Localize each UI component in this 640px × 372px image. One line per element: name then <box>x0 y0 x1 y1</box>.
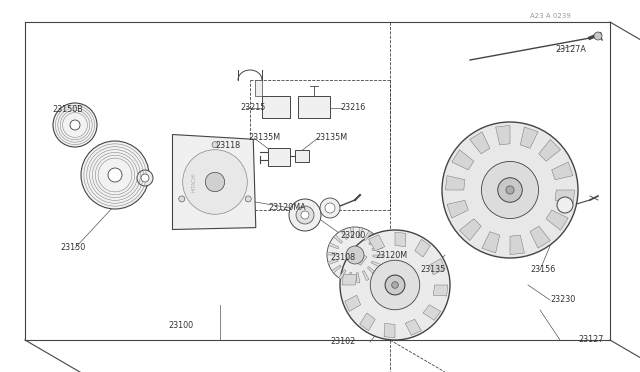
Circle shape <box>392 282 398 288</box>
Polygon shape <box>333 235 342 243</box>
Text: 23216: 23216 <box>340 103 365 112</box>
Polygon shape <box>360 313 375 331</box>
Text: 23135: 23135 <box>420 266 445 275</box>
Polygon shape <box>373 255 383 258</box>
Circle shape <box>481 161 538 219</box>
Circle shape <box>296 206 314 224</box>
Text: 23118: 23118 <box>215 141 240 150</box>
Polygon shape <box>447 200 468 218</box>
Circle shape <box>594 32 602 40</box>
Circle shape <box>325 203 335 213</box>
Polygon shape <box>372 246 382 251</box>
Polygon shape <box>423 305 441 320</box>
Polygon shape <box>520 127 538 148</box>
Circle shape <box>371 260 420 310</box>
Circle shape <box>557 197 573 213</box>
Text: 23120MA: 23120MA <box>268 203 306 212</box>
Polygon shape <box>367 267 376 275</box>
Text: 23108: 23108 <box>330 253 355 263</box>
Text: 23120M: 23120M <box>375 250 407 260</box>
Circle shape <box>327 227 383 283</box>
Text: 23127: 23127 <box>578 336 604 344</box>
Polygon shape <box>415 239 430 257</box>
Polygon shape <box>364 231 371 240</box>
Circle shape <box>108 168 122 182</box>
Circle shape <box>70 120 80 130</box>
Polygon shape <box>173 135 256 230</box>
Polygon shape <box>341 230 348 240</box>
Circle shape <box>340 230 450 340</box>
Text: 23135M: 23135M <box>315 134 347 142</box>
Text: 23230: 23230 <box>550 295 575 305</box>
Polygon shape <box>369 235 385 251</box>
Polygon shape <box>470 132 490 154</box>
Polygon shape <box>350 227 354 237</box>
Bar <box>295 150 309 162</box>
Polygon shape <box>362 270 369 280</box>
Bar <box>298 96 330 118</box>
Polygon shape <box>369 237 378 245</box>
Text: 23150: 23150 <box>60 244 85 253</box>
Polygon shape <box>539 140 561 161</box>
Polygon shape <box>530 226 550 248</box>
Circle shape <box>212 142 218 148</box>
Polygon shape <box>552 162 573 180</box>
Polygon shape <box>452 150 474 170</box>
Polygon shape <box>555 190 575 204</box>
Polygon shape <box>405 319 421 335</box>
Polygon shape <box>349 250 367 265</box>
Polygon shape <box>328 259 338 264</box>
Circle shape <box>245 196 252 202</box>
Circle shape <box>179 196 185 202</box>
Polygon shape <box>329 243 339 249</box>
Circle shape <box>141 174 149 182</box>
Polygon shape <box>345 295 361 311</box>
Circle shape <box>53 103 97 147</box>
Polygon shape <box>395 232 406 247</box>
Text: 23102: 23102 <box>330 337 355 346</box>
Polygon shape <box>371 261 381 267</box>
Circle shape <box>137 170 153 186</box>
Polygon shape <box>433 285 448 296</box>
Circle shape <box>506 186 514 194</box>
Polygon shape <box>356 273 360 283</box>
Circle shape <box>385 275 405 295</box>
Circle shape <box>442 122 578 258</box>
Bar <box>262 96 290 118</box>
Circle shape <box>320 198 340 218</box>
Polygon shape <box>445 176 465 190</box>
Text: 23135M: 23135M <box>248 134 280 142</box>
Polygon shape <box>384 323 395 338</box>
Polygon shape <box>327 252 337 255</box>
Text: A23 A 0239: A23 A 0239 <box>530 13 571 19</box>
Circle shape <box>301 211 309 219</box>
Text: 23100: 23100 <box>168 321 193 330</box>
Polygon shape <box>510 235 524 254</box>
Polygon shape <box>255 80 262 96</box>
Text: HITACHI: HITACHI <box>191 172 196 192</box>
Polygon shape <box>332 265 341 273</box>
Polygon shape <box>339 270 346 279</box>
Polygon shape <box>546 210 568 230</box>
Circle shape <box>498 178 522 202</box>
Text: 23200: 23200 <box>340 231 365 240</box>
Circle shape <box>289 199 321 231</box>
Polygon shape <box>482 232 500 253</box>
Text: 23150B: 23150B <box>52 106 83 115</box>
Bar <box>268 148 290 166</box>
Polygon shape <box>429 259 445 275</box>
Circle shape <box>81 141 149 209</box>
Text: 23215: 23215 <box>240 103 266 112</box>
Circle shape <box>346 246 364 264</box>
Circle shape <box>205 172 225 192</box>
Polygon shape <box>358 227 363 238</box>
Polygon shape <box>348 272 352 283</box>
Circle shape <box>182 150 247 214</box>
Polygon shape <box>342 274 356 285</box>
Text: 23156: 23156 <box>530 266 556 275</box>
Polygon shape <box>495 125 510 145</box>
Text: 23127A: 23127A <box>555 45 586 55</box>
Polygon shape <box>460 219 481 241</box>
